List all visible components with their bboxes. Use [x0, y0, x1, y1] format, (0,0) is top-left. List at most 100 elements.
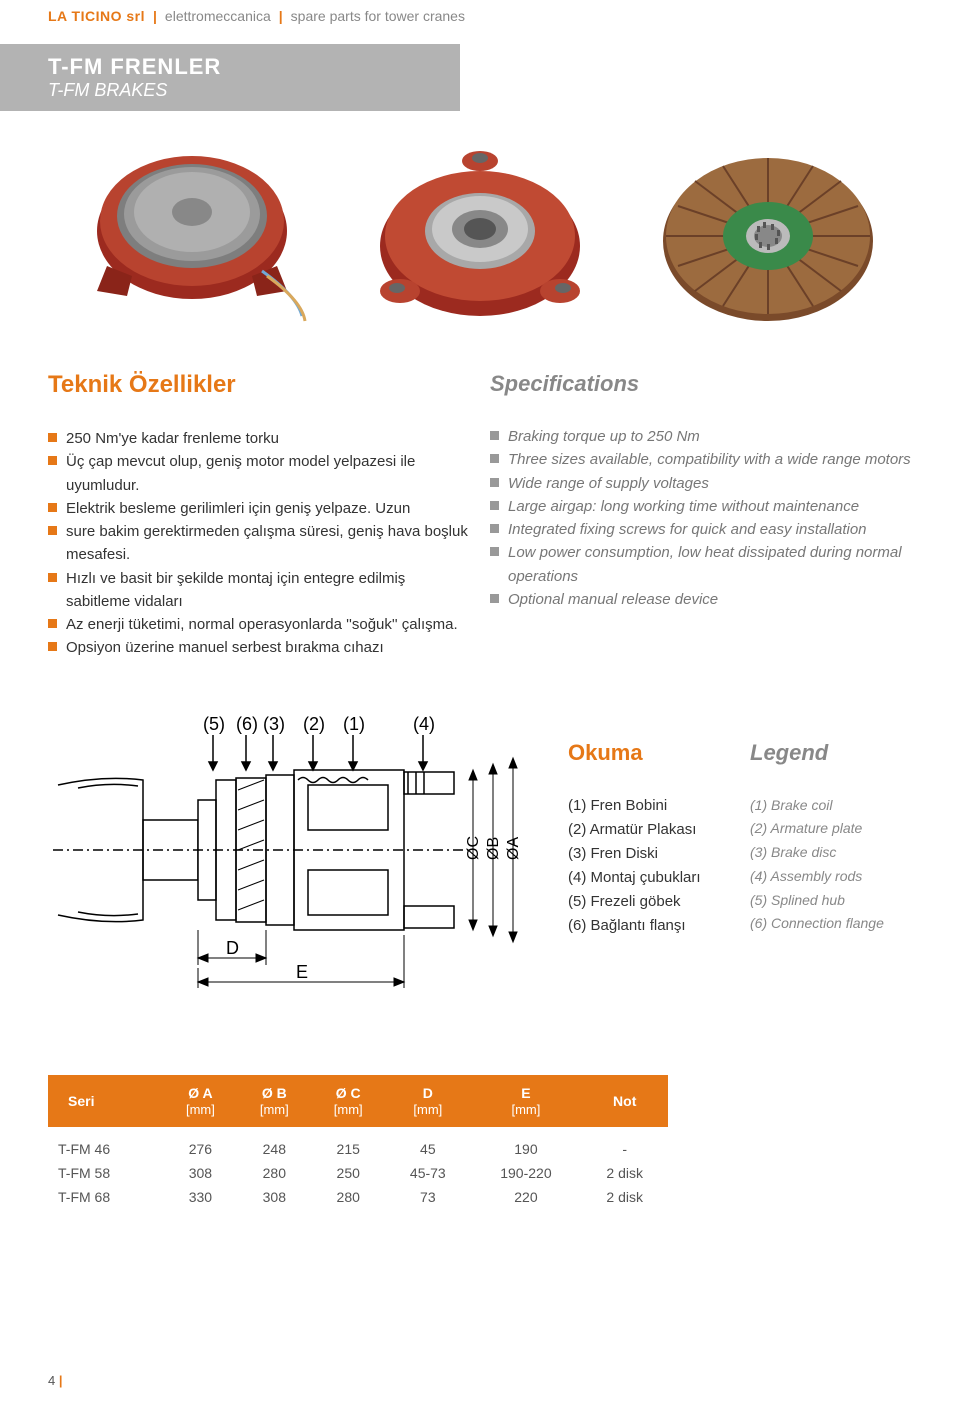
specs-heading-en: Specifications [490, 371, 912, 397]
diagram-area: (5) (6) (3) (2) (1) (4) [48, 710, 538, 1005]
product-image-1 [48, 136, 336, 336]
legend-item: (1) Fren Bobini [568, 794, 730, 818]
separator-icon: | [59, 1373, 63, 1388]
th-bottom: [mm] [186, 1102, 215, 1117]
specs-heading-tr: Teknik Özellikler [48, 371, 470, 399]
header-line: LA TICINO srl | elettromeccanica | spare… [0, 0, 960, 32]
list-item: Az enerji tüketimi, normal operasyonlard… [48, 613, 470, 636]
th-seri: Seri [48, 1075, 163, 1127]
legend-col-en: Legend (1) Brake coil (2) Armature plate… [750, 740, 912, 1005]
list-item: sure bakim gerektirmeden çalışma süresi,… [48, 520, 470, 567]
cell: 2 disk [581, 1185, 668, 1209]
cell: 250 [311, 1161, 385, 1185]
cell: 220 [470, 1185, 581, 1209]
dim-D: D [226, 938, 239, 958]
th-top: Ø B [262, 1085, 287, 1101]
th-top: E [521, 1085, 530, 1101]
legend-item: (6) Connection flange [750, 912, 912, 936]
th-bottom: [mm] [260, 1102, 289, 1117]
title-sub: T-FM BRAKES [48, 80, 460, 101]
cell: 45 [385, 1127, 470, 1161]
cell: 248 [237, 1127, 311, 1161]
cell: 73 [385, 1185, 470, 1209]
list-item: Three sizes available, compatibility wit… [490, 448, 912, 471]
product-image-2 [336, 136, 624, 336]
cell: - [581, 1127, 668, 1161]
specs-list-tr: 250 Nm'ye kadar frenleme torku Üç çap me… [48, 427, 470, 660]
table-area: Seri Ø A[mm] Ø B[mm] Ø C[mm] D[mm] E[mm]… [0, 1025, 960, 1209]
th-bottom: [mm] [511, 1102, 540, 1117]
list-item: 250 Nm'ye kadar frenleme torku [48, 427, 470, 450]
legend-item: (3) Brake disc [750, 841, 912, 865]
callout-3: (3) [263, 714, 285, 734]
callout-6: (6) [236, 714, 258, 734]
th-d: D[mm] [385, 1075, 470, 1127]
legend-area: Okuma (1) Fren Bobini (2) Armatür Plakas… [568, 710, 912, 1005]
cell: 215 [311, 1127, 385, 1161]
table-row: T-FM 46 276 248 215 45 190 - [48, 1127, 668, 1161]
th-bottom: [mm] [334, 1102, 363, 1117]
callout-4: (4) [413, 714, 435, 734]
cell: 280 [311, 1185, 385, 1209]
legend-item: (6) Bağlantı flanşı [568, 914, 730, 938]
cell: T-FM 58 [48, 1161, 163, 1185]
list-item: Large airgap: long working time without … [490, 495, 912, 518]
brand-name: LA TICINO srl [48, 8, 145, 24]
header-sub1: elettromeccanica [165, 8, 271, 24]
brake-housing-icon [365, 136, 595, 336]
legend-col-tr: Okuma (1) Fren Bobini (2) Armatür Plakas… [568, 740, 730, 1005]
list-item: Üç çap mevcut olup, geniş motor model ye… [48, 450, 470, 497]
list-item: Braking torque up to 250 Nm [490, 425, 912, 448]
legend-item: (1) Brake coil [750, 794, 912, 818]
cell: 308 [237, 1185, 311, 1209]
cell: 190 [470, 1127, 581, 1161]
th-not: Not [581, 1075, 668, 1127]
specs-list-en: Braking torque up to 250 Nm Three sizes … [490, 425, 912, 611]
th-top: D [423, 1085, 433, 1101]
product-images-row [0, 111, 960, 371]
cell: T-FM 46 [48, 1127, 163, 1161]
legend-heading-en: Legend [750, 740, 912, 766]
cell: 280 [237, 1161, 311, 1185]
dim-E: E [296, 962, 308, 982]
list-item: Integrated fixing screws for quick and e… [490, 518, 912, 541]
cell: T-FM 68 [48, 1185, 163, 1209]
dimensions-table: Seri Ø A[mm] Ø B[mm] Ø C[mm] D[mm] E[mm]… [48, 1075, 668, 1209]
separator-icon: | [153, 8, 157, 24]
list-item: Hızlı ve basit bir şekilde montaj için e… [48, 567, 470, 614]
specifications-section: Teknik Özellikler 250 Nm'ye kadar frenle… [0, 371, 960, 660]
technical-drawing-icon: (5) (6) (3) (2) (1) (4) [48, 710, 538, 1000]
product-image-3 [624, 136, 912, 336]
page-footer: 4 | [48, 1373, 63, 1388]
legend-item: (2) Armature plate [750, 817, 912, 841]
specs-col-tr: Teknik Özellikler 250 Nm'ye kadar frenle… [48, 371, 470, 660]
title-block: T-FM FRENLER T-FM BRAKES [0, 44, 460, 111]
th-bottom: [mm] [413, 1102, 442, 1117]
list-item: Opsiyon üzerine manuel serbest bırakma c… [48, 636, 470, 659]
page-number: 4 [48, 1373, 55, 1388]
th-ob: Ø B[mm] [237, 1075, 311, 1127]
list-item: Low power consumption, low heat dissipat… [490, 541, 912, 588]
cell: 308 [163, 1161, 237, 1185]
legend-item: (4) Assembly rods [750, 865, 912, 889]
cell: 330 [163, 1185, 237, 1209]
diagram-section: (5) (6) (3) (2) (1) (4) [0, 660, 960, 1025]
th-top: Ø C [336, 1085, 361, 1101]
cell: 2 disk [581, 1161, 668, 1185]
th-top: Not [613, 1093, 636, 1109]
legend-heading-tr: Okuma [568, 740, 730, 766]
legend-item: (5) Frezeli göbek [568, 890, 730, 914]
table-row: T-FM 68 330 308 280 73 220 2 disk [48, 1185, 668, 1209]
cell: 190-220 [470, 1161, 581, 1185]
th-oa: Ø A[mm] [163, 1075, 237, 1127]
header-sub2: spare parts for tower cranes [291, 8, 465, 24]
specs-col-en: Specifications Braking torque up to 250 … [490, 371, 912, 660]
table-header-row: Seri Ø A[mm] Ø B[mm] Ø C[mm] D[mm] E[mm]… [48, 1075, 668, 1127]
callout-1: (1) [343, 714, 365, 734]
brake-disc-icon [653, 136, 883, 336]
list-item: Optional manual release device [490, 588, 912, 611]
callout-2: (2) [303, 714, 325, 734]
cell: 45-73 [385, 1161, 470, 1185]
cell: 276 [163, 1127, 237, 1161]
th-oc: Ø C[mm] [311, 1075, 385, 1127]
